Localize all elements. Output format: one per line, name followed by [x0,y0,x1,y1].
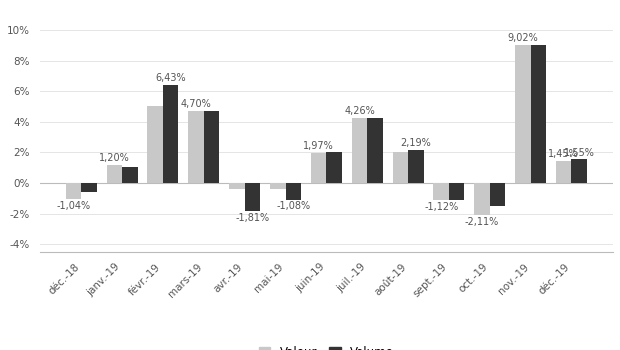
Bar [245,183,260,211]
Bar [81,183,97,192]
Bar [572,159,587,183]
Text: -1,12%: -1,12% [424,202,458,212]
Bar [285,183,301,200]
Bar [367,118,383,183]
Bar [270,183,285,189]
Text: 2,19%: 2,19% [401,138,431,148]
Bar [326,153,342,183]
Text: -1,81%: -1,81% [236,213,270,223]
Bar [474,183,490,215]
Bar [122,167,138,183]
Bar [188,111,204,183]
Text: 1,55%: 1,55% [564,147,595,158]
Text: 1,45%: 1,45% [548,149,579,159]
Bar [490,183,505,206]
Text: 4,26%: 4,26% [344,106,375,116]
Bar [556,161,572,183]
Bar [148,106,163,183]
Text: 9,02%: 9,02% [508,33,538,43]
Bar [515,45,531,183]
Bar [311,153,326,183]
Legend: Valeur, Volume: Valeur, Volume [254,341,399,350]
Bar [163,85,179,183]
Text: -1,04%: -1,04% [56,201,91,211]
Bar [408,149,423,183]
Bar [66,183,81,199]
Text: 6,43%: 6,43% [156,73,186,83]
Bar [352,118,367,183]
Bar [229,183,245,189]
Bar [107,165,122,183]
Bar [449,183,464,200]
Text: 4,70%: 4,70% [180,99,211,109]
Text: -2,11%: -2,11% [465,217,499,227]
Text: 1,20%: 1,20% [99,153,130,163]
Bar [204,111,219,183]
Bar [433,183,449,200]
Bar [392,153,408,183]
Bar [531,45,546,183]
Text: -1,08%: -1,08% [276,202,311,211]
Text: 1,97%: 1,97% [303,141,334,151]
